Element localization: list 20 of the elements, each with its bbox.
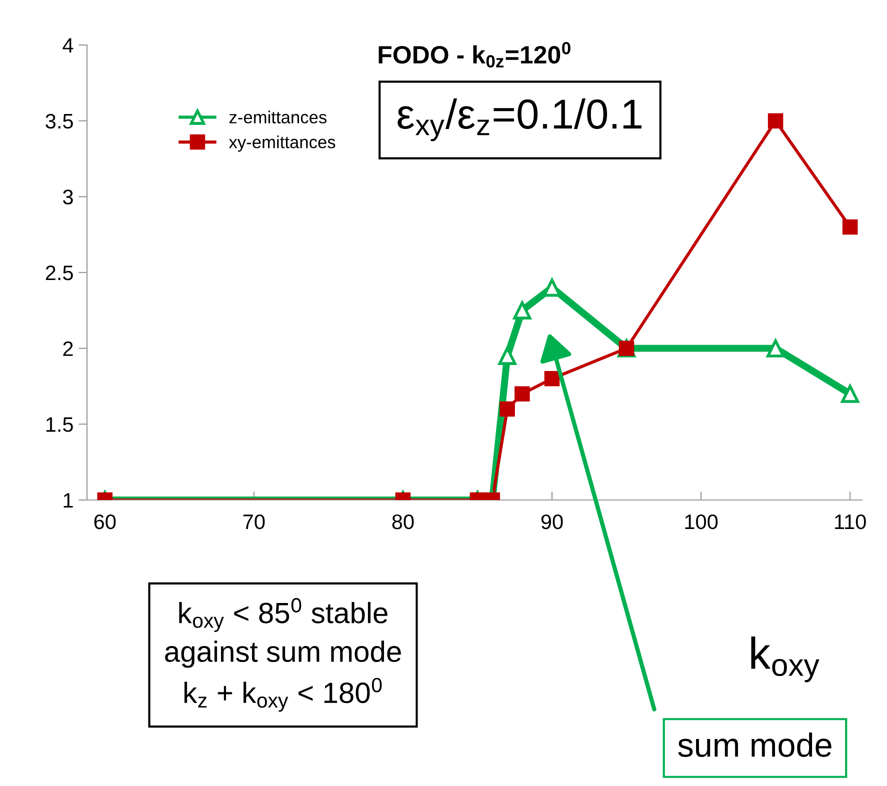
chart-title: FODO - k$_{0z}$=120$^{0}$ — [378, 42, 570, 68]
y-tick-label: 2.5 — [46, 266, 73, 280]
y-tick-label: 2 — [63, 341, 73, 356]
y-tick-label: 1.5 — [46, 417, 73, 432]
annotation: ε$_{xy}$/ε$_{z}$=0.1/0.1 — [398, 98, 642, 142]
legend-label: z-emittances — [229, 110, 327, 124]
x-tick-label: 110 — [835, 514, 866, 530]
legend-label: xy-emittances — [228, 136, 336, 152]
x-tick-label: 80 — [392, 514, 414, 530]
y-tick-label: 4 — [62, 38, 74, 53]
y-tick-label: 1 — [64, 493, 73, 508]
x-axis-title: k$_{oxy}$ — [751, 636, 820, 682]
text: sum mode — [678, 732, 832, 757]
x-tick-label: 70 — [243, 514, 265, 530]
y-tick-label: 3.5 — [46, 114, 73, 129]
x-tick-label: 90 — [541, 514, 563, 530]
y-tick-label: 3 — [63, 190, 73, 204]
x-tick-label: 100 — [685, 514, 718, 530]
text: k$_{oxy}$ < 85$^{0}$ stable against sum mode k$_{z}$ + k$_{oxy}$ < 180$^{0}$ — [165, 598, 401, 712]
x-tick-label: 60 — [94, 514, 116, 530]
